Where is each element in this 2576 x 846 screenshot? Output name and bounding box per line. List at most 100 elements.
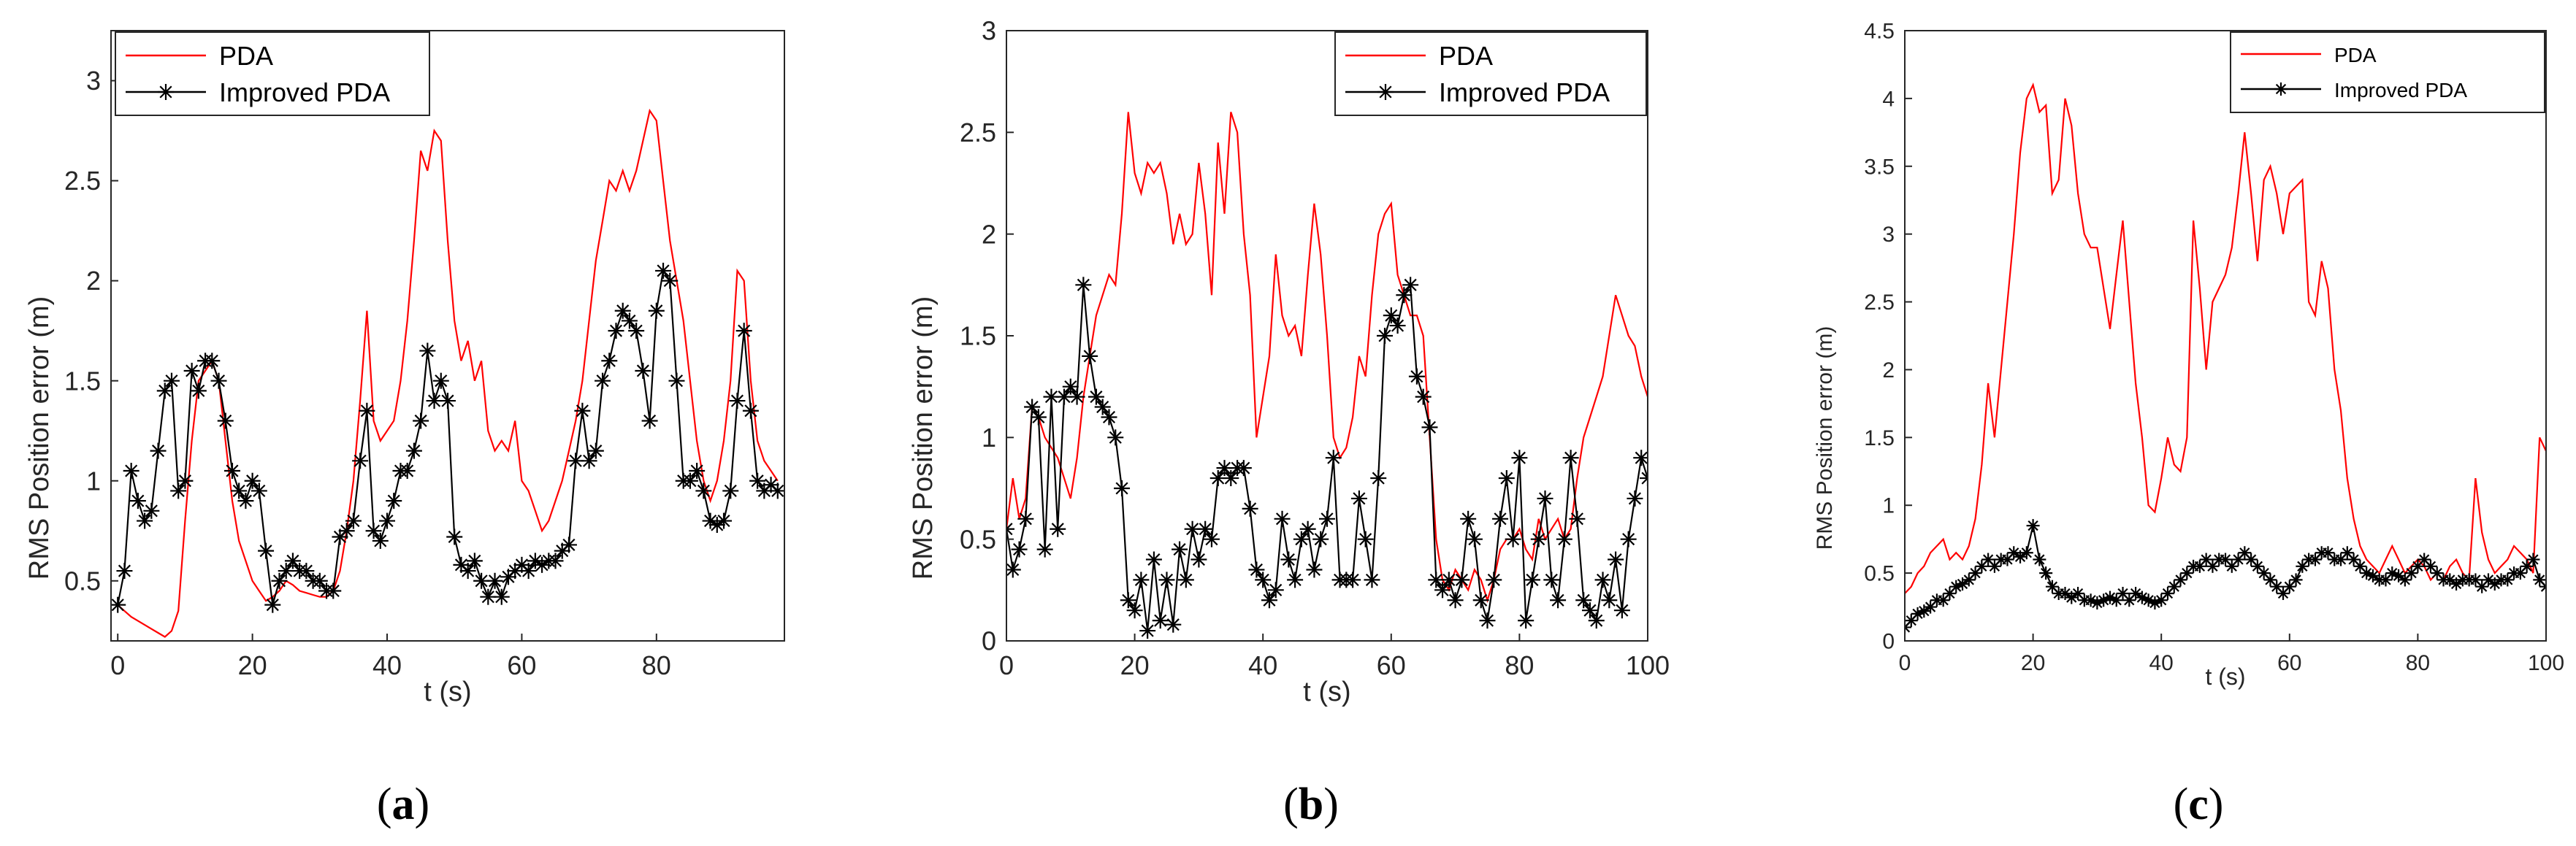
data-point-a <box>258 543 274 559</box>
x-tick-label-c: 80 <box>2406 651 2430 675</box>
data-point-b <box>1069 389 1085 405</box>
data-point-c <box>2039 566 2052 580</box>
y-tick-label-b: 2 <box>982 219 996 249</box>
y-tick-label-c: 2 <box>1882 358 1895 382</box>
data-point-a <box>372 533 389 549</box>
data-point-a <box>460 563 476 579</box>
data-point-b <box>1101 409 1117 425</box>
y-tick-label-b: 0.5 <box>960 524 996 554</box>
data-point-a <box>662 273 678 289</box>
data-point-a <box>211 373 227 389</box>
data-point-b <box>1326 450 1342 466</box>
data-point-a <box>272 573 288 589</box>
x-axis-label-b: t (s) <box>1303 677 1350 707</box>
data-point-b <box>1005 561 1021 577</box>
figure: RMS Position error (m) 0.511.522.53 0 20 4… <box>0 0 2576 846</box>
legend-improved-label-b: Improved PDA <box>1439 77 1610 107</box>
legend-improved-label-c: Improved PDA <box>2334 79 2467 101</box>
y-tick-label-b: 3 <box>982 16 996 46</box>
data-point-b <box>1268 582 1284 598</box>
x-tick-label-a: 0 <box>110 650 125 680</box>
data-point-a <box>601 353 617 369</box>
data-point-a <box>137 513 153 529</box>
panel-a: RMS Position error (m) 0.511.522.53 0 20 4… <box>24 31 786 707</box>
data-point-a <box>736 323 752 339</box>
data-point-b <box>1480 612 1496 628</box>
data-point-b <box>1563 450 1579 466</box>
data-point-b <box>1274 511 1291 527</box>
data-point-b <box>1236 460 1252 476</box>
y-tick-labels-b: 00.511.522.53 <box>960 16 996 656</box>
legend-improved-marker-b <box>1377 84 1394 100</box>
data-point-b <box>1146 552 1162 568</box>
data-point-b <box>1601 592 1617 608</box>
caption-b: (b) <box>1283 780 1339 829</box>
data-point-b <box>1050 521 1066 537</box>
data-point-b <box>1370 470 1386 486</box>
y-tick-label-a: 0.5 <box>64 566 101 596</box>
data-point-b <box>1204 531 1220 547</box>
data-point-b <box>1287 572 1303 588</box>
data-point-a <box>352 453 368 469</box>
data-point-a <box>116 563 132 579</box>
caption-c: (c) <box>2174 780 2224 829</box>
data-point-c <box>2027 519 2040 532</box>
data-point-a <box>642 412 658 428</box>
x-tick-label-b: 100 <box>1626 650 1670 680</box>
data-point-a <box>400 463 416 479</box>
data-point-b <box>1037 542 1053 558</box>
y-tick-label-a: 2.5 <box>64 166 101 196</box>
data-point-a <box>561 537 577 553</box>
data-point-a <box>749 473 765 489</box>
y-tick-labels-c: 00.511.522.533.544.5 <box>1864 20 1895 654</box>
data-point-a <box>379 513 395 529</box>
data-point-a <box>494 589 510 605</box>
legend-pda-label-c: PDA <box>2334 44 2377 66</box>
y-tick-label-c: 0.5 <box>1864 562 1895 586</box>
data-point-a <box>770 482 786 499</box>
data-point-b <box>1242 501 1258 517</box>
data-point-b <box>1319 511 1335 527</box>
legend-improved-label-a: Improved PDA <box>219 77 390 107</box>
data-point-a <box>251 482 267 499</box>
x-tick-label-a: 80 <box>642 650 671 680</box>
x-tick-label-b: 40 <box>1248 650 1277 680</box>
data-point-b <box>1589 612 1605 628</box>
caption-a: (a) <box>377 780 429 829</box>
data-point-a <box>110 597 126 613</box>
data-point-a <box>729 393 745 409</box>
data-point-a <box>595 373 611 389</box>
data-point-b <box>1499 470 1515 486</box>
data-point-b <box>1453 572 1469 588</box>
panel-b: RMS Position error (m) 0 0.5 1 1.5 2 2.5 3 0 20… <box>908 16 1670 707</box>
x-axis-label-a: t (s) <box>424 677 471 707</box>
x-tick-labels-a: 0 20 40 60 80 <box>110 650 671 680</box>
data-point-b <box>1190 552 1207 568</box>
data-point-b <box>1473 592 1489 608</box>
data-point-a <box>628 323 644 339</box>
legend-pda-label-a: PDA <box>219 41 273 71</box>
data-point-b <box>1518 612 1534 628</box>
data-point-a <box>366 523 382 539</box>
data-point-a <box>285 553 301 569</box>
data-point-a <box>164 373 180 389</box>
data-point-a <box>325 582 341 599</box>
data-point-a <box>143 503 159 519</box>
x-axis-label-c: t (s) <box>2205 664 2245 690</box>
data-point-a <box>130 493 146 509</box>
y-tick-label-c: 1 <box>1882 494 1895 518</box>
x-tick-label-b: 80 <box>1505 650 1534 680</box>
y-tick-label-b: 1.5 <box>960 321 996 351</box>
data-point-b <box>1172 542 1188 558</box>
data-point-a <box>413 412 429 428</box>
data-point-b <box>1351 491 1367 507</box>
data-point-c <box>2526 553 2539 566</box>
data-point-b <box>1415 389 1432 405</box>
y-axis-label-b: RMS Position error (m) <box>908 296 939 580</box>
data-point-b <box>1312 531 1329 547</box>
data-point-b <box>1486 572 1502 588</box>
data-point-a <box>237 493 253 509</box>
legend-asterisk-b <box>1377 84 1394 100</box>
data-point-b <box>1409 369 1425 385</box>
data-point-a <box>245 473 261 489</box>
